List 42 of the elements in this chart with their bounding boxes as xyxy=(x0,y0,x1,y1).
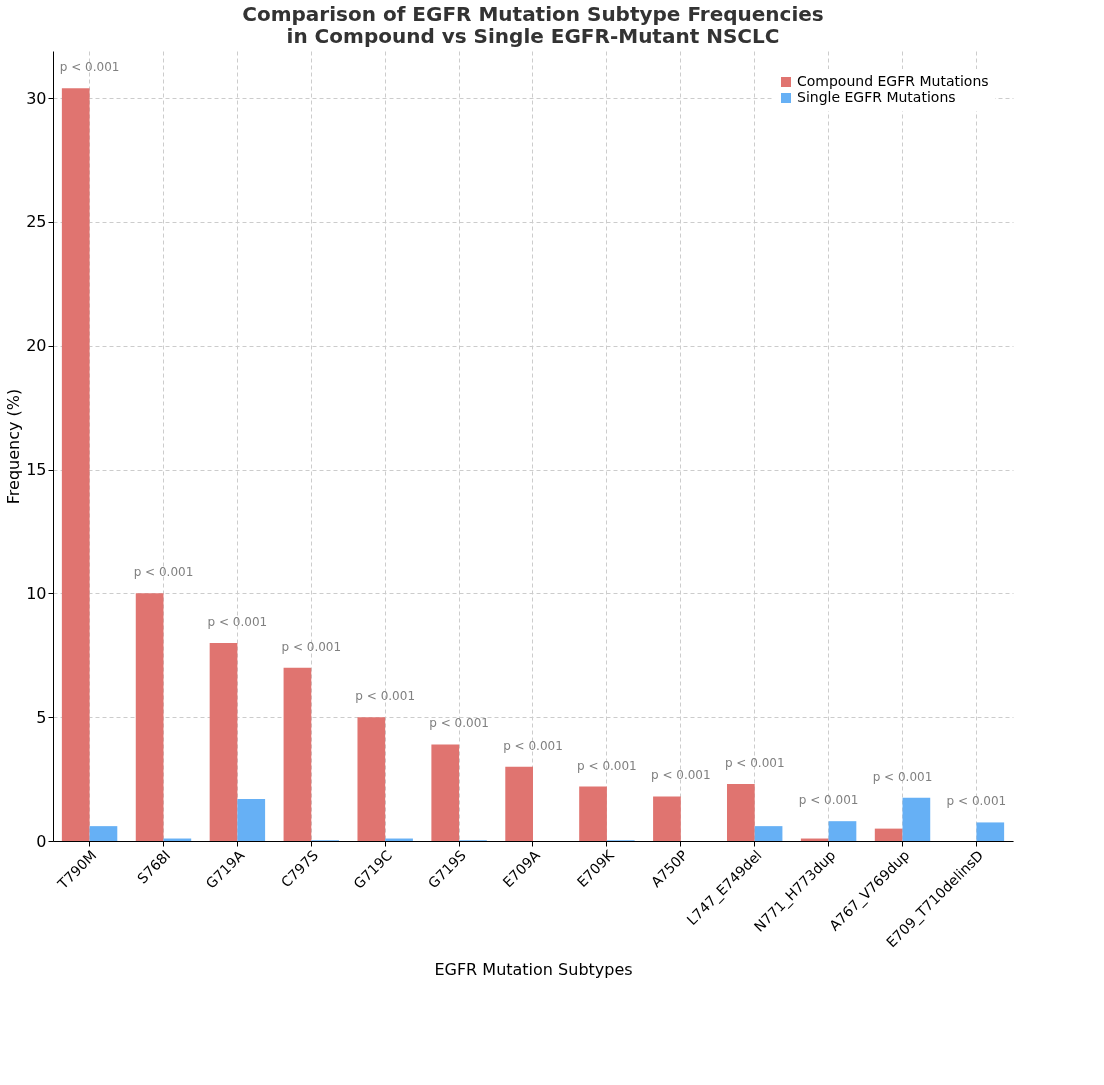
bar xyxy=(135,593,164,841)
y-tick-label: 20 xyxy=(26,336,47,356)
legend-label: Compound EGFR Mutations xyxy=(797,73,989,89)
bar xyxy=(209,642,238,841)
chart-title: Comparison of EGFR Mutation Subtype Frequencies in Compound vs Single EGFR-Mutant NSCLC xyxy=(242,2,824,48)
y-tick-label: 15 xyxy=(26,460,47,480)
annotation: p < 0.001 xyxy=(429,716,489,731)
y-tick-label: 10 xyxy=(26,583,47,603)
annotation: p < 0.001 xyxy=(355,689,416,704)
bar xyxy=(653,796,681,841)
annotation: p < 0.001 xyxy=(133,565,194,580)
y-axis-title: Frequency (%) xyxy=(4,388,24,505)
bar xyxy=(754,826,783,841)
y-tick-label: 5 xyxy=(36,707,47,727)
bar xyxy=(874,828,903,841)
bar xyxy=(505,766,533,841)
legend-label: Single EGFR Mutations xyxy=(797,89,956,105)
annotation: p < 0.001 xyxy=(577,758,637,773)
bar xyxy=(237,798,266,841)
bar xyxy=(579,786,607,841)
annotation: p < 0.001 xyxy=(724,756,785,771)
annotation: p < 0.001 xyxy=(503,738,563,753)
annotation: p < 0.001 xyxy=(59,60,120,75)
annotation: p < 0.001 xyxy=(207,614,268,629)
annotation: p < 0.001 xyxy=(650,768,711,783)
bar xyxy=(61,88,90,841)
bar xyxy=(727,784,755,841)
bar xyxy=(357,717,386,841)
annotation: p < 0.001 xyxy=(946,794,1007,809)
x-axis-title: EGFR Mutation Subtypes xyxy=(434,960,633,980)
bar xyxy=(828,821,857,841)
bar xyxy=(431,744,460,841)
y-tick-label: 25 xyxy=(26,212,47,232)
annotation: p < 0.001 xyxy=(281,639,342,654)
annotation: p < 0.001 xyxy=(798,793,859,808)
bar xyxy=(902,797,931,841)
bar xyxy=(89,826,118,841)
bar xyxy=(976,822,1005,841)
y-tick-label: 30 xyxy=(26,88,47,108)
bar xyxy=(283,667,312,841)
y-tick-label: 0 xyxy=(36,831,47,851)
annotation: p < 0.001 xyxy=(872,769,933,784)
